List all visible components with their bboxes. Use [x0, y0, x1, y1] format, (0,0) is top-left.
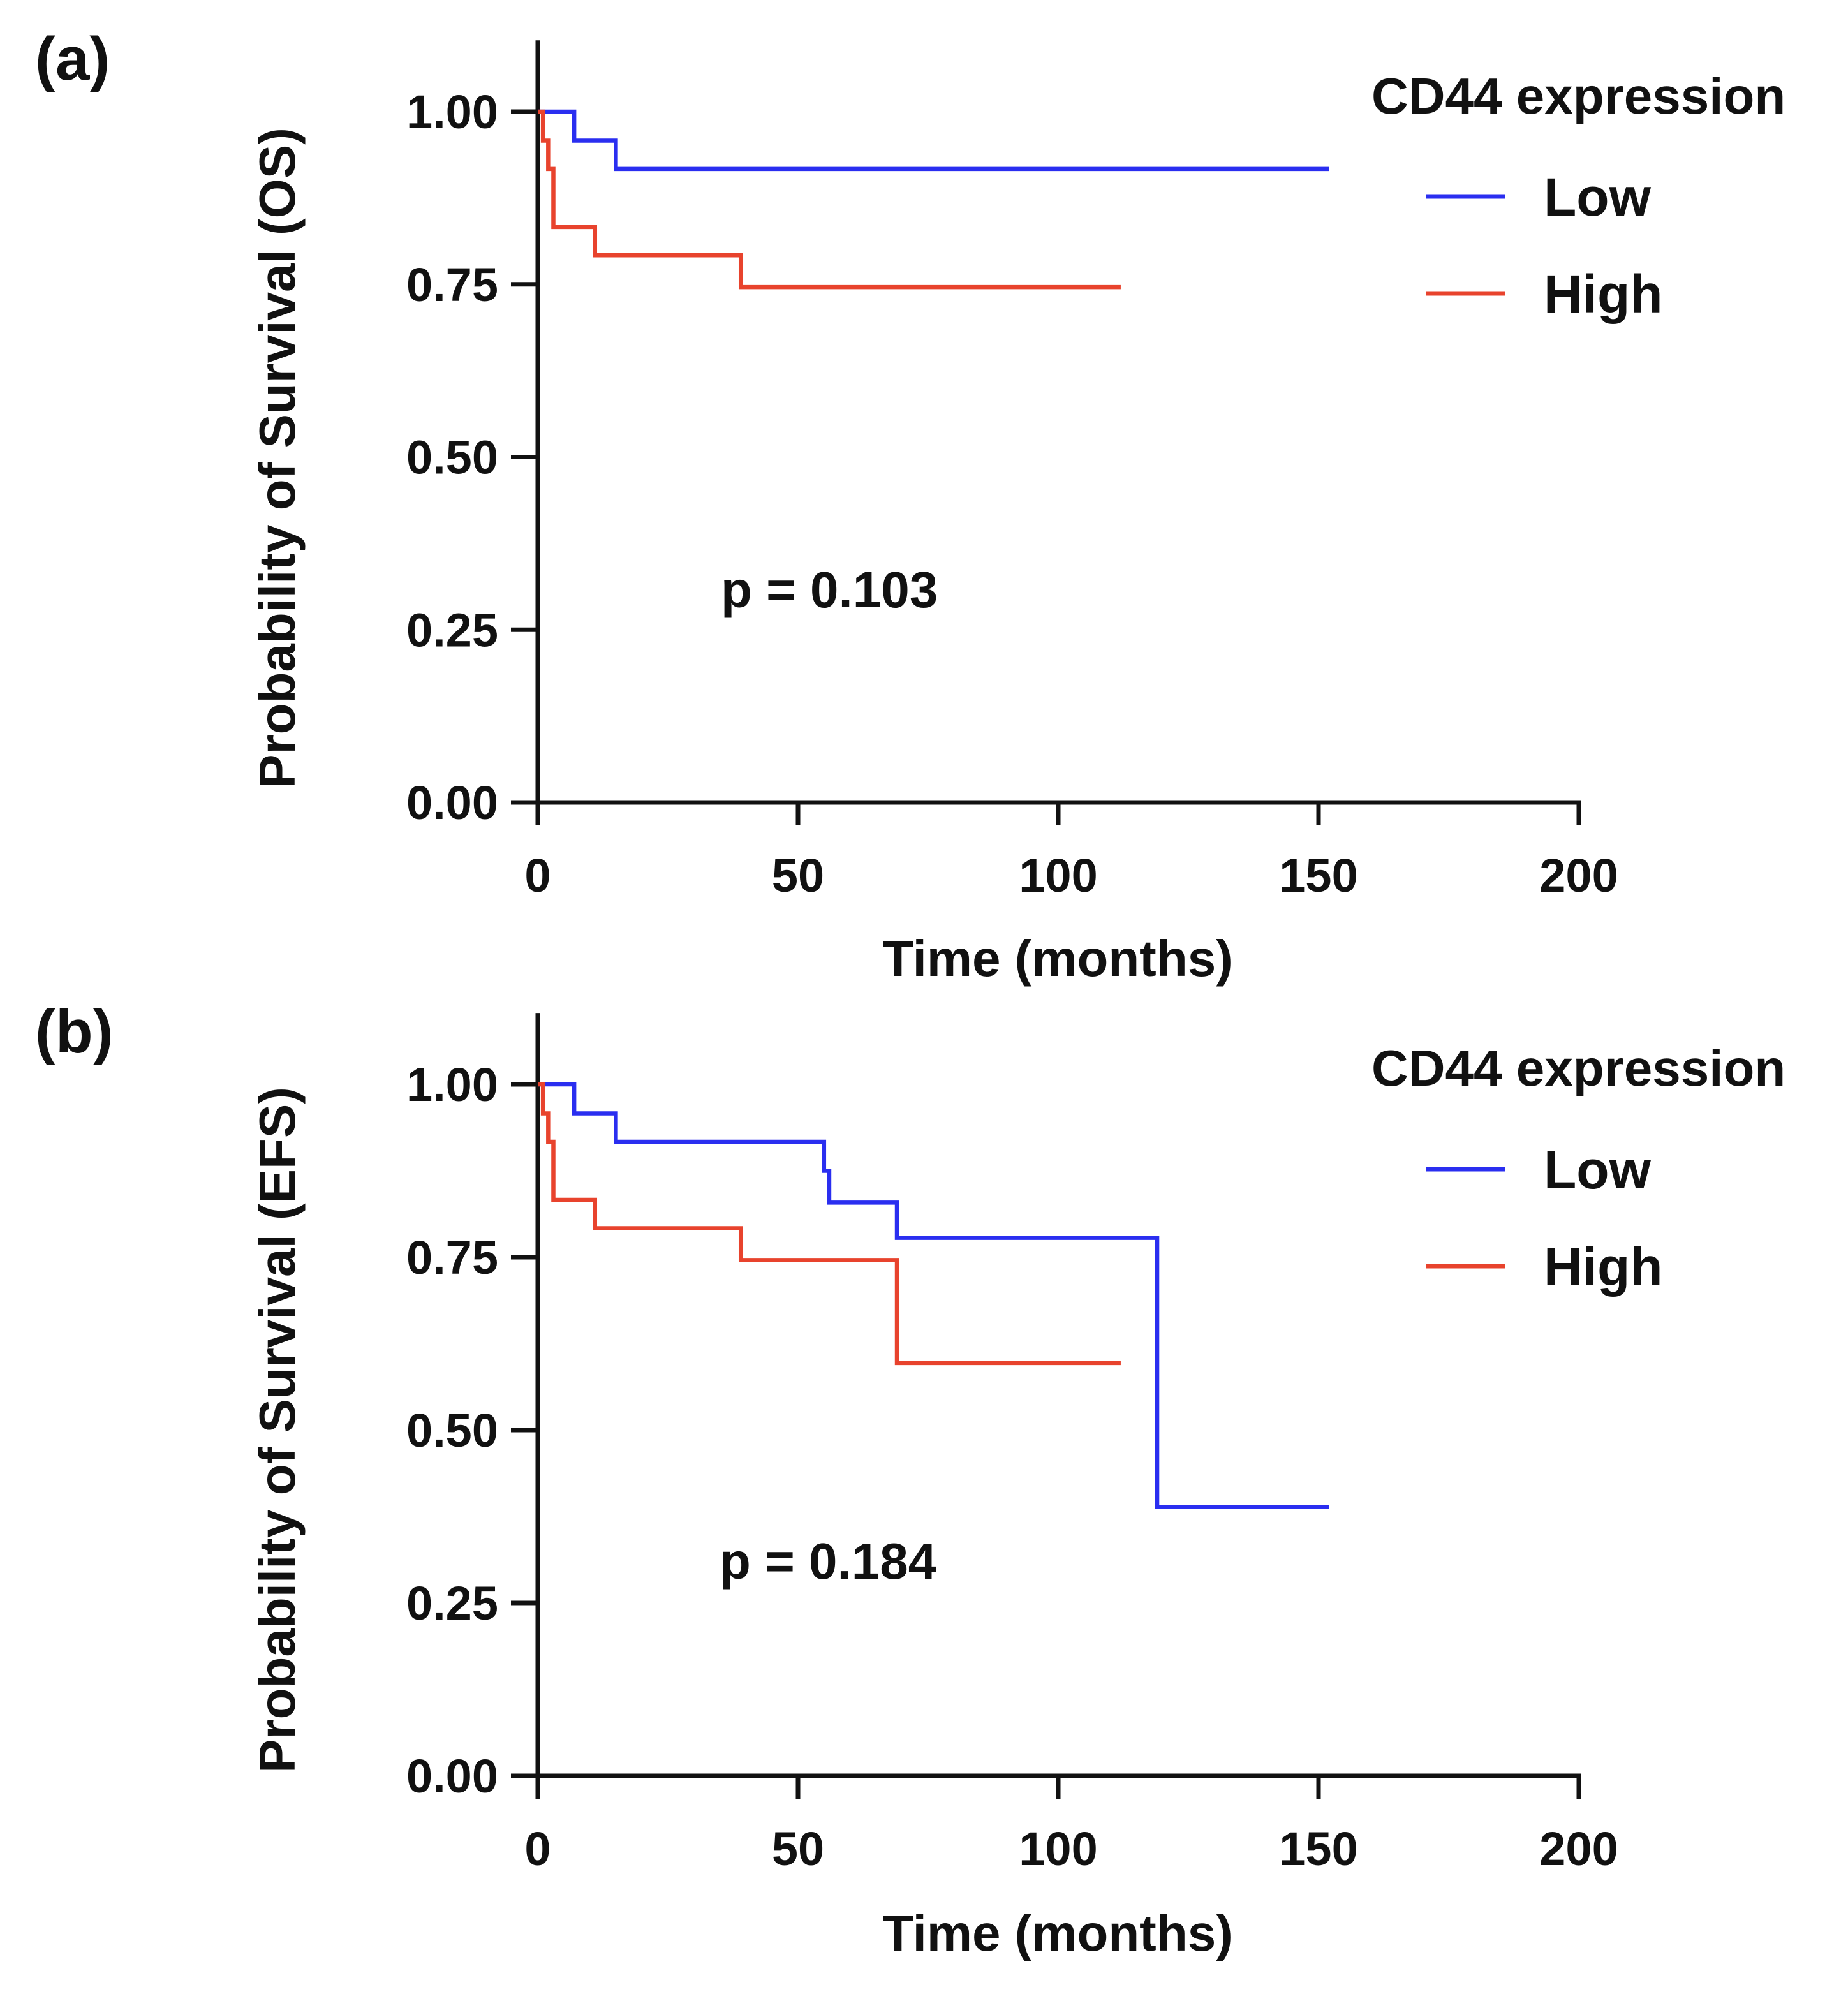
y-axis-title: Probability of Survival (OS): [249, 128, 306, 788]
y-tick-label: 1.00: [406, 1058, 498, 1111]
axes: 0.00 0.25 0.50 0.75 1.00 0 50 100 150 200: [406, 1013, 1618, 1875]
x-tick-label: 0: [524, 1822, 551, 1875]
legend-label-low: Low: [1544, 1140, 1652, 1200]
y-tick-label: 0.25: [406, 603, 498, 656]
legend-title: CD44 expression: [1371, 1040, 1785, 1096]
x-tick-label: 100: [1019, 849, 1097, 902]
y-tick-label: 0.50: [406, 1404, 498, 1457]
panel-a: (a) Probability of Survival (OS) Time (m…: [35, 25, 1785, 987]
y-axis-title: Probability of Survival (EFS): [249, 1087, 306, 1773]
x-tick-label: 0: [524, 849, 551, 902]
legend-label-high: High: [1544, 264, 1663, 324]
y-tick-label: 0.50: [406, 431, 498, 484]
axes: 0.00 0.25 0.50 0.75 1.00 0 50 100 150 200: [406, 40, 1618, 902]
series-line-high: [538, 1082, 1121, 1366]
x-tick-label: 50: [772, 849, 824, 902]
x-axis-title: Time (months): [882, 1905, 1233, 1961]
panel-label: (b): [35, 998, 114, 1066]
panel-label: (a): [35, 25, 110, 93]
x-tick-label: 200: [1539, 1822, 1618, 1875]
legend: Low High: [1426, 1140, 1663, 1297]
y-tick-label: 1.00: [406, 85, 498, 138]
x-axis-title: Time (months): [882, 930, 1233, 987]
series-line-low: [538, 1082, 1329, 1509]
y-tick-label: 0.75: [406, 1231, 498, 1284]
x-tick-label: 150: [1279, 849, 1357, 902]
legend: Low High: [1426, 167, 1663, 324]
x-tick-label: 100: [1019, 1822, 1097, 1875]
p-value-annotation: p = 0.103: [721, 561, 938, 618]
series-line-high: [538, 109, 1121, 290]
series-line-low: [538, 109, 1329, 172]
x-tick-label: 200: [1539, 849, 1618, 902]
y-tick-label: 0.00: [406, 776, 498, 829]
y-tick-label: 0.75: [406, 258, 498, 311]
y-tick-label: 0.00: [406, 1750, 498, 1803]
legend-title: CD44 expression: [1371, 68, 1785, 124]
x-tick-label: 150: [1279, 1822, 1357, 1875]
y-tick-label: 0.25: [406, 1577, 498, 1630]
legend-label-high: High: [1544, 1237, 1663, 1297]
p-value-annotation: p = 0.184: [720, 1533, 937, 1590]
legend-label-low: Low: [1544, 167, 1652, 227]
panel-b: (b) Probability of Survival (EFS) Time (…: [35, 998, 1785, 1961]
survival-curves: [538, 1082, 1329, 1509]
x-tick-label: 50: [772, 1822, 824, 1875]
survival-curves: [538, 109, 1329, 290]
